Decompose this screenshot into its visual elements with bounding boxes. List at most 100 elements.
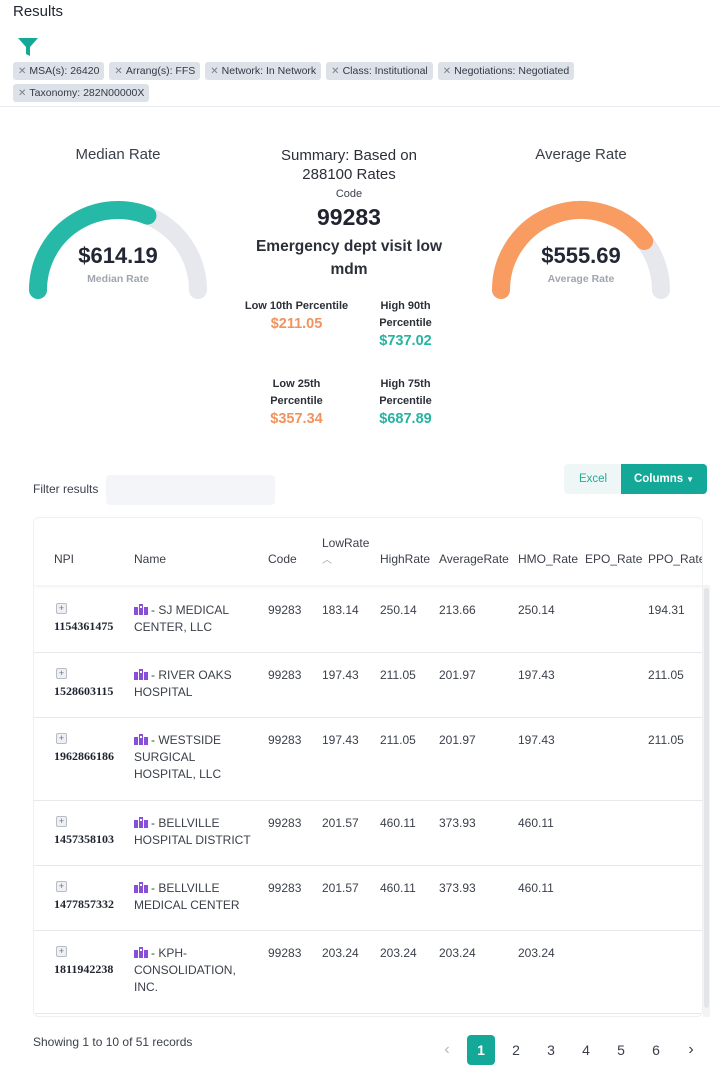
- column-header-code[interactable]: Code: [268, 552, 297, 566]
- table-header: NPI Name Code LowRate ︿ HighRate Average…: [34, 518, 703, 585]
- gauge-fill: [29, 201, 157, 299]
- name-cell: - RIVER OAKS HOSPITAL: [134, 668, 232, 699]
- hospital-icon: [134, 669, 148, 680]
- column-header-lowrate[interactable]: LowRate ︿: [322, 535, 369, 569]
- high-75th-value: $687.89: [379, 411, 432, 427]
- filter-results-input[interactable]: [106, 475, 275, 505]
- filter-chips: ✕ MSA(s): 26420 ✕ Arrang(s): FFS ✕ Network:…: [13, 62, 613, 102]
- ppo-rate-cell: 211.05: [648, 668, 684, 682]
- filter-chip-arrang: ✕ Arrang(s): FFS: [109, 62, 201, 80]
- summary-title: Summary: Based on 288100 Rates: [281, 147, 417, 183]
- sort-ascending-icon: ︿: [322, 555, 332, 566]
- highrate-cell: 211.05: [380, 733, 416, 747]
- table-row[interactable]: + 1528603115 - RIVER OAKS HOSPITAL 99283…: [34, 653, 702, 718]
- remove-icon[interactable]: ✕: [18, 87, 27, 99]
- median-rate-label: Median Rate: [87, 273, 149, 285]
- divider: [0, 106, 720, 107]
- median-rate-value: $614.19: [78, 243, 158, 268]
- column-header-ppo-rate[interactable]: PPO_Rate: [648, 552, 703, 566]
- next-page-button[interactable]: ›: [688, 1041, 694, 1058]
- code-cell: 99283: [268, 946, 302, 960]
- gauge-fill: [492, 201, 654, 299]
- columns-button[interactable]: Columns ▼: [621, 464, 707, 494]
- averagerate-cell: 213.66: [439, 603, 476, 617]
- table-row[interactable]: + 1811942238 - KPH-CONSOLIDATION, INC. 9…: [34, 931, 702, 1014]
- expand-row-icon[interactable]: +: [56, 881, 67, 892]
- median-rate-title: Median Rate: [75, 146, 161, 163]
- high-75th-percentile: High 75th Percentile $687.89: [349, 376, 462, 428]
- records-summary: Showing 1 to 10 of 51 records: [33, 1035, 193, 1049]
- remove-icon[interactable]: ✕: [18, 65, 27, 77]
- code-cell: 99283: [268, 733, 302, 747]
- ppo-rate-cell: 194.31: [648, 603, 685, 617]
- remove-icon[interactable]: ✕: [210, 65, 219, 77]
- excel-button[interactable]: Excel: [564, 464, 622, 494]
- averagerate-cell: 373.93: [439, 816, 476, 830]
- remove-icon[interactable]: ✕: [442, 65, 452, 77]
- hmo-rate-cell: 197.43: [518, 733, 555, 747]
- page-1-button[interactable]: 1: [467, 1035, 495, 1065]
- name-cell: - SJ MEDICAL CENTER, LLC: [134, 603, 229, 634]
- expand-row-icon[interactable]: +: [56, 733, 67, 744]
- page-2-button[interactable]: 2: [512, 1042, 520, 1058]
- summary-card: Summary: Based on 288100 Rates Code 9928…: [236, 118, 462, 438]
- page-5-button[interactable]: 5: [617, 1042, 625, 1058]
- highrate-cell: 203.24: [380, 946, 417, 960]
- filter-chip-taxonomy: ✕ Taxonomy: 282N00000X: [13, 84, 150, 102]
- hmo-rate-cell: 460.11: [518, 816, 554, 830]
- remove-icon[interactable]: ✕: [114, 65, 123, 77]
- highrate-cell: 211.05: [380, 668, 416, 682]
- table-scrollbar-thumb[interactable]: [704, 588, 709, 1008]
- filter-chip-negotiations: ✕ Negotiations: Negotiated: [437, 62, 575, 80]
- expand-row-icon[interactable]: +: [56, 603, 67, 614]
- code-cell: 99283: [268, 603, 302, 617]
- median-gauge: [29, 201, 207, 299]
- code-cell: 99283: [268, 816, 302, 830]
- column-header-averagerate[interactable]: AverageRate: [439, 552, 509, 566]
- filter-results-label: Filter results: [33, 482, 99, 496]
- page-title: Results: [13, 3, 64, 20]
- npi-cell: 1811942238: [54, 962, 114, 976]
- code-cell: 99283: [268, 668, 302, 682]
- low-25th-value: $357.34: [270, 411, 323, 427]
- high-90th-value: $737.02: [379, 333, 432, 349]
- hospital-icon: [134, 817, 148, 828]
- hospital-icon: [134, 734, 148, 745]
- column-header-hmo-rate[interactable]: HMO_Rate: [518, 552, 579, 566]
- filter-icon[interactable]: [17, 36, 39, 58]
- expand-row-icon[interactable]: +: [56, 946, 67, 957]
- column-header-npi[interactable]: NPI: [54, 552, 75, 566]
- expand-row-icon[interactable]: +: [56, 816, 67, 827]
- column-header-epo-rate[interactable]: EPO_Rate: [585, 552, 643, 566]
- lowrate-cell: 197.43: [322, 733, 359, 747]
- code-cell: 99283: [268, 881, 302, 895]
- averagerate-cell: 201.97: [439, 668, 476, 682]
- column-header-name[interactable]: Name: [134, 552, 167, 566]
- name-cell: - BELLVILLE MEDICAL CENTER: [134, 881, 240, 912]
- remove-icon[interactable]: ✕: [331, 65, 340, 77]
- highrate-cell: 250.14: [380, 603, 417, 617]
- npi-cell: 1477857332: [54, 897, 114, 911]
- high-90th-percentile: High 90th Percentile $737.02: [349, 298, 462, 350]
- npi-cell: 1457358103: [54, 832, 114, 846]
- table-row[interactable]: + 1457358103 - BELLVILLE HOSPITAL DISTRI…: [34, 801, 702, 866]
- table-row[interactable]: + 1477857332 - BELLVILLE MEDICAL CENTER …: [34, 866, 702, 931]
- name-cell: - KPH-CONSOLIDATION, INC.: [134, 946, 236, 994]
- table-row[interactable]: + 1154361475 - SJ MEDICAL CENTER, LLC 99…: [34, 588, 702, 653]
- low-25th-percentile: Low 25th Percentile $357.34: [240, 376, 353, 428]
- page-4-button[interactable]: 4: [582, 1042, 590, 1058]
- hospital-icon: [134, 947, 148, 958]
- previous-page-button[interactable]: ‹: [444, 1041, 450, 1058]
- lowrate-cell: 203.24: [322, 946, 359, 960]
- lowrate-cell: 183.14: [322, 603, 359, 617]
- table-row[interactable]: + 1962866186 - WESTSIDE SURGICAL HOSPITA…: [34, 718, 702, 801]
- filter-chip-class: ✕ Class: Institutional: [326, 62, 433, 80]
- hmo-rate-cell: 203.24: [518, 946, 555, 960]
- page-3-button[interactable]: 3: [547, 1042, 555, 1058]
- expand-row-icon[interactable]: +: [56, 668, 67, 679]
- column-header-highrate[interactable]: HighRate: [380, 552, 431, 566]
- npi-cell: 1962866186: [54, 749, 114, 763]
- page-6-button[interactable]: 6: [652, 1042, 660, 1058]
- median-rate-card: Median Rate $614.19 Median Rate: [5, 118, 231, 438]
- average-rate-card: Average Rate $555.69 Average Rate: [468, 118, 694, 438]
